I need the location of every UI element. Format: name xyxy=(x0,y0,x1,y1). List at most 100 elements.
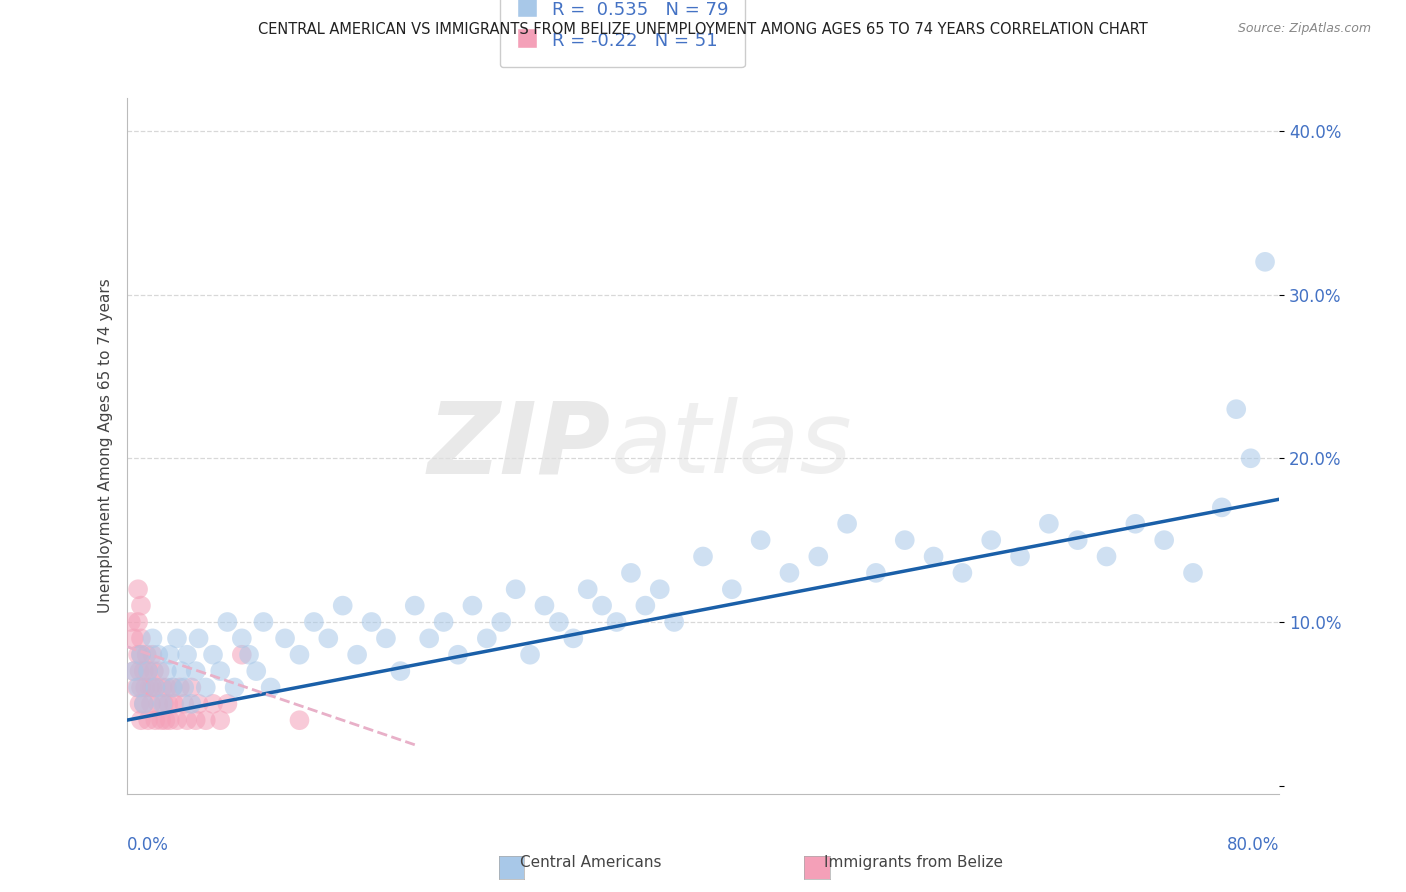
Point xyxy=(129,681,152,695)
Point xyxy=(128,697,150,711)
Point xyxy=(374,632,398,646)
Point xyxy=(475,632,498,646)
Text: ZIP: ZIP xyxy=(427,398,610,494)
Point xyxy=(194,713,217,727)
Point xyxy=(634,599,657,613)
Point xyxy=(122,632,145,646)
Point xyxy=(136,713,159,727)
Point xyxy=(184,713,207,727)
Point xyxy=(170,664,193,678)
Point xyxy=(148,697,170,711)
Point xyxy=(1153,533,1175,548)
Point xyxy=(664,615,686,629)
Point xyxy=(548,615,571,629)
Point xyxy=(1240,451,1263,466)
Point xyxy=(159,648,181,662)
Text: Immigrants from Belize: Immigrants from Belize xyxy=(824,855,1004,870)
Point xyxy=(224,681,246,695)
Point xyxy=(980,533,1002,548)
Point xyxy=(180,697,202,711)
Point xyxy=(169,681,191,695)
Point xyxy=(129,632,152,646)
Point xyxy=(132,697,155,711)
Point xyxy=(149,664,172,678)
Point xyxy=(150,713,173,727)
Point xyxy=(1225,402,1247,417)
Point xyxy=(132,664,155,678)
Point xyxy=(127,615,149,629)
Point xyxy=(807,549,830,564)
Point xyxy=(1038,516,1060,531)
Point xyxy=(166,632,188,646)
Point xyxy=(166,713,188,727)
Point xyxy=(173,681,195,695)
Point xyxy=(139,697,162,711)
Point xyxy=(692,549,714,564)
Point xyxy=(302,615,325,629)
Point xyxy=(461,599,484,613)
Point xyxy=(252,615,274,629)
Point xyxy=(288,648,311,662)
Point xyxy=(129,648,152,662)
Point xyxy=(209,664,232,678)
Point xyxy=(132,697,155,711)
Point xyxy=(194,681,217,695)
Point xyxy=(135,648,157,662)
Point xyxy=(389,664,412,678)
Point xyxy=(217,615,239,629)
Point xyxy=(202,697,225,711)
Point xyxy=(141,632,163,646)
Point xyxy=(184,664,207,678)
Point xyxy=(128,664,150,678)
Point xyxy=(162,681,184,695)
Point xyxy=(155,713,177,727)
Point xyxy=(576,582,599,597)
Point xyxy=(125,681,148,695)
Text: 80.0%: 80.0% xyxy=(1227,836,1279,854)
Point xyxy=(835,516,858,531)
Point xyxy=(129,713,152,727)
Point xyxy=(152,681,174,695)
Point xyxy=(163,697,186,711)
Point xyxy=(332,599,354,613)
Point xyxy=(1181,566,1204,580)
Text: atlas: atlas xyxy=(610,398,852,494)
Point xyxy=(176,713,198,727)
Point xyxy=(1067,533,1090,548)
Point xyxy=(180,681,202,695)
Point xyxy=(122,664,145,678)
Point xyxy=(533,599,555,613)
Point xyxy=(318,632,340,646)
Point xyxy=(129,648,152,662)
Point xyxy=(606,615,628,629)
Point xyxy=(238,648,260,662)
Point xyxy=(1095,549,1118,564)
Point xyxy=(1211,500,1233,515)
Point xyxy=(176,648,198,662)
Point xyxy=(505,582,527,597)
Y-axis label: Unemployment Among Ages 65 to 74 years: Unemployment Among Ages 65 to 74 years xyxy=(97,278,112,614)
Point xyxy=(120,615,142,629)
Point xyxy=(274,632,297,646)
Point xyxy=(202,648,225,662)
Point xyxy=(162,681,184,695)
Point xyxy=(122,664,145,678)
Point xyxy=(141,648,163,662)
Point xyxy=(173,697,195,711)
Point xyxy=(129,599,152,613)
Point xyxy=(720,582,742,597)
Point xyxy=(156,664,179,678)
Point xyxy=(620,566,643,580)
Point xyxy=(136,664,159,678)
Point xyxy=(136,664,159,678)
Point xyxy=(749,533,772,548)
Point xyxy=(779,566,801,580)
Point xyxy=(127,648,149,662)
Text: Central Americans: Central Americans xyxy=(520,855,661,870)
Point xyxy=(922,549,945,564)
Point xyxy=(141,681,163,695)
Legend: R =  0.535   N = 79, R = -0.22   N = 51: R = 0.535 N = 79, R = -0.22 N = 51 xyxy=(499,0,745,68)
Point xyxy=(153,697,176,711)
Point xyxy=(156,681,179,695)
Point xyxy=(134,681,156,695)
